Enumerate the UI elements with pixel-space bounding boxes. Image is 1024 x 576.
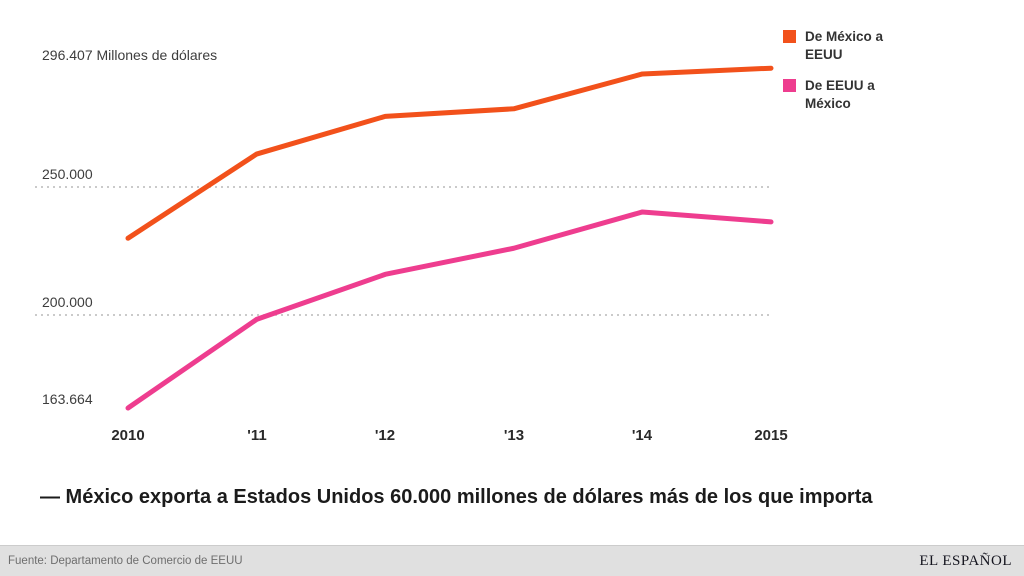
- x-axis-label-14: '14: [631, 427, 653, 444]
- x-axis-label-2015: 2015: [754, 427, 788, 444]
- x-axis: 2010 '11 '12 '13 '14 2015: [0, 427, 1024, 449]
- y-axis-label-200000: 200.000: [42, 294, 93, 310]
- y-axis-top-label: 296.407 Millones de dólares: [42, 47, 218, 63]
- legend-swatch-pink: [783, 79, 796, 93]
- y-axis-bottom-label: 163.664: [42, 391, 93, 407]
- brand-logo: EL ESPAÑOL: [919, 552, 1012, 569]
- chart-legend: De México a EEUU De EEUU a México: [783, 28, 913, 126]
- chart-caption: — México exporta a Estados Unidos 60.000…: [40, 486, 873, 508]
- source-attribution: Fuente: Departamento de Comercio de EEUU: [8, 555, 243, 567]
- trade-line-chart: 296.407 Millones de dólares 250.000 200.…: [0, 28, 1024, 449]
- y-axis-label-250000: 250.000: [42, 166, 93, 182]
- footer-bar: Fuente: Departamento de Comercio de EEUU…: [0, 545, 1024, 576]
- chart-canvas: [35, 65, 774, 411]
- x-axis-label-12: '12: [374, 427, 396, 444]
- legend-label: De México a EEUU: [805, 29, 884, 62]
- x-axis-label-11: '11: [247, 427, 267, 444]
- x-axis-label-13: '13: [503, 427, 525, 444]
- legend-item-mexico-a-eeuu: De México a EEUU: [783, 28, 913, 63]
- legend-item-eeuu-a-mexico: De EEUU a México: [783, 77, 913, 112]
- legend-swatch-orange: [783, 30, 796, 43]
- x-axis-label-2010: 2010: [111, 427, 145, 444]
- legend-label: De EEUU a México: [805, 78, 875, 111]
